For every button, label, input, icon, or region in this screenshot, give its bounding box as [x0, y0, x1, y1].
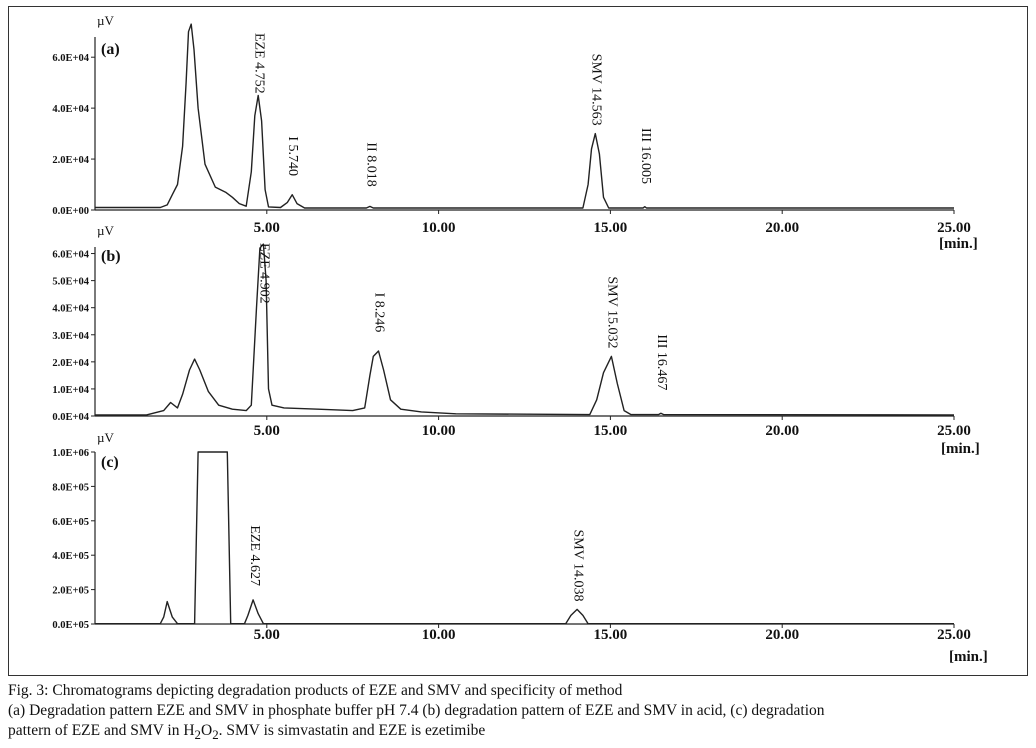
- caption-line-3-a: pattern of EZE and SMV in H: [8, 722, 195, 739]
- panel-b-x-unit: [min.]: [941, 441, 980, 457]
- panel-b-peak-label-1: I 8.246: [371, 293, 386, 333]
- caption-line-2: (a) Degradation pattern EZE and SMV in p…: [8, 702, 825, 719]
- panel-a-peak-label-3: SMV 14.563: [588, 54, 603, 126]
- panel-a-y-tick-label-1: 2.0E+04: [52, 155, 89, 166]
- panel-c-x-tick-label-1: 10.00: [422, 627, 456, 643]
- panel-b-y-tick-label-2: 2.0E+04: [52, 358, 89, 369]
- panel-a-peak-label-0: EZE 4.752: [251, 33, 266, 94]
- panel-b-x-tick-label-0: 5.00: [254, 423, 280, 439]
- panel-a-x-tick-label-3: 20.00: [765, 220, 799, 236]
- panel-c-y-unit: µV: [97, 430, 114, 445]
- panel-b-trace: [95, 243, 955, 416]
- panel-c-y-tick-label-2: 4.0E+05: [52, 551, 89, 562]
- panel-b-peak-label-0: EZE 4.902: [256, 243, 271, 304]
- panel-b-y-tick-label-5: 5.0E+04: [52, 277, 89, 288]
- panel-a-x-tick-label-2: 15.00: [594, 220, 628, 236]
- panel-a-x-tick-label-0: 5.00: [254, 220, 280, 236]
- panel-a-peak-label-4: III 16.005: [638, 128, 653, 184]
- panel-a-peak-label-2: II 8.018: [364, 142, 379, 186]
- caption-line-3: pattern of EZE and SMV in H2O2. SMV is s…: [8, 721, 1032, 745]
- figure-caption: Fig. 3: Chromatograms depicting degradat…: [8, 681, 1032, 745]
- panel-c-y-tick-label-3: 6.0E+05: [52, 517, 89, 528]
- panel-b-y-tick-label-0: 0.0E+04: [52, 412, 89, 423]
- panel-c-label: (c): [101, 454, 119, 471]
- caption-line-3-b: O: [201, 722, 213, 739]
- chromatogram-figure: 0.0E+00 2.0E+04 4.0E+04 6.0E+04 5.00 10.00 15.…: [52, 13, 988, 665]
- panel-c-y-tick-label-1: 2.0E+05: [52, 586, 89, 597]
- caption-subscript-1: 2: [194, 727, 201, 743]
- panel-b-x-tick-label-1: 10.00: [422, 423, 456, 439]
- panel-c-y-tick-label-0: 0.0E+05: [52, 620, 89, 631]
- panel-c-peak-label-0: EZE 4.627: [247, 525, 262, 586]
- panel-b-y-tick-label-1: 1.0E+04: [52, 385, 89, 396]
- panel-b-peak-label-2: SMV 15.032: [604, 276, 619, 348]
- panel-c-y-tick-label-4: 8.0E+05: [52, 482, 89, 493]
- panel-a-x-tick-label-4: 25.00: [937, 220, 971, 236]
- panel-c-x-tick-label-0: 5.00: [254, 627, 280, 643]
- panel-b-y-tick-label-6: 6.0E+04: [52, 250, 89, 261]
- caption-line-3-c: . SMV is simvastatin and EZE is ezetimib…: [218, 722, 486, 739]
- panel-a-label: (a): [101, 41, 120, 58]
- panel-b-x-tick-label-3: 20.00: [765, 423, 799, 439]
- panel-a-y-tick-label-3: 6.0E+04: [52, 53, 89, 64]
- panel-a-peak-label-1: I 5.740: [285, 136, 300, 176]
- panel-b-x-tick-label-2: 15.00: [594, 423, 628, 439]
- caption-subscript-2: 2: [212, 727, 219, 743]
- panel-a-y-tick-label-0: 0.0E+00: [52, 206, 89, 217]
- panel-c-trace: [95, 451, 954, 625]
- panel-b-x-tick-label-4: 25.00: [937, 423, 971, 439]
- panel-b-peak-label-3: III 16.467: [654, 334, 669, 390]
- panel-b-y-tick-label-3: 3.0E+04: [52, 331, 89, 342]
- figure-frame: 0.0E+00 2.0E+04 4.0E+04 6.0E+04 5.00 10.00 15.…: [8, 6, 1028, 676]
- panel-a-y-unit: µV: [97, 13, 114, 28]
- panel-b-y-tick-label-4: 4.0E+04: [52, 304, 89, 315]
- caption-line-1: Fig. 3: Chromatograms depicting degradat…: [8, 682, 623, 699]
- panel-c-peak-label-1: SMV 14.038: [570, 529, 585, 601]
- panel-b-label: (b): [101, 248, 121, 265]
- panel-a-x-unit: [min.]: [939, 236, 978, 252]
- panel-a-x-tick-label-1: 10.00: [422, 220, 456, 236]
- panel-b-y-unit: µV: [97, 223, 114, 238]
- panel-a-trace: [95, 23, 954, 209]
- panel-c-x-unit: [min.]: [949, 649, 988, 665]
- panel-c-y-tick-label-5: 1.0E+06: [52, 448, 89, 459]
- panel-c-x-tick-label-4: 25.00: [937, 627, 971, 643]
- panel-c-x-tick-label-3: 20.00: [765, 627, 799, 643]
- panel-a-y-tick-label-2: 4.0E+04: [52, 104, 89, 115]
- panel-c-x-tick-label-2: 15.00: [594, 627, 628, 643]
